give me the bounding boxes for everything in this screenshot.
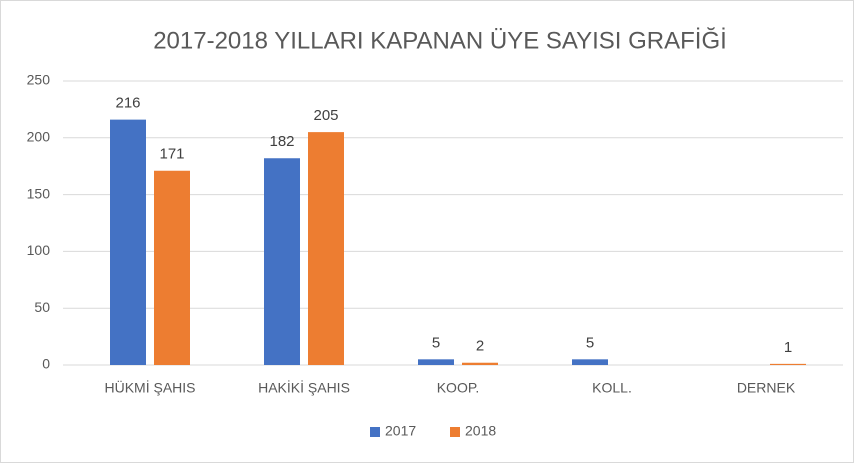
value-label: 182 [269, 133, 294, 150]
value-label: 171 [159, 146, 184, 163]
chart-title: 2017-2018 YILLARI KAPANAN ÜYE SAYISI GRA… [153, 27, 727, 54]
legend-label: 2018 [465, 423, 496, 439]
bar [154, 170, 190, 365]
y-tick-label: 50 [34, 299, 50, 315]
value-label: 205 [313, 107, 338, 124]
bar [770, 363, 806, 365]
y-tick-label: 200 [27, 129, 51, 145]
x-tick-label: KOOP. [437, 380, 480, 396]
legend-swatch [450, 427, 460, 437]
legend-label: 2017 [385, 423, 416, 439]
x-tick-label: HÜKMİ ŞAHIS [104, 379, 195, 396]
bar [110, 119, 146, 366]
x-tick-label: KOLL. [592, 380, 632, 396]
bar [462, 362, 498, 365]
value-label: 5 [586, 334, 594, 351]
y-tick-label: 100 [27, 242, 51, 258]
x-tick-label: HAKİKİ ŞAHIS [258, 379, 350, 396]
y-tick-label: 150 [27, 185, 51, 201]
value-label: 5 [432, 334, 440, 351]
value-label: 216 [115, 95, 140, 112]
bar [418, 359, 454, 365]
x-tick-label: DERNEK [737, 380, 796, 396]
bar [264, 158, 300, 365]
bar [572, 359, 608, 365]
value-label: 2 [476, 338, 484, 355]
bar [308, 132, 344, 365]
legend-swatch [370, 427, 380, 437]
y-tick-label: 0 [42, 356, 50, 372]
y-tick-label: 250 [27, 72, 51, 88]
value-label: 1 [784, 339, 792, 356]
